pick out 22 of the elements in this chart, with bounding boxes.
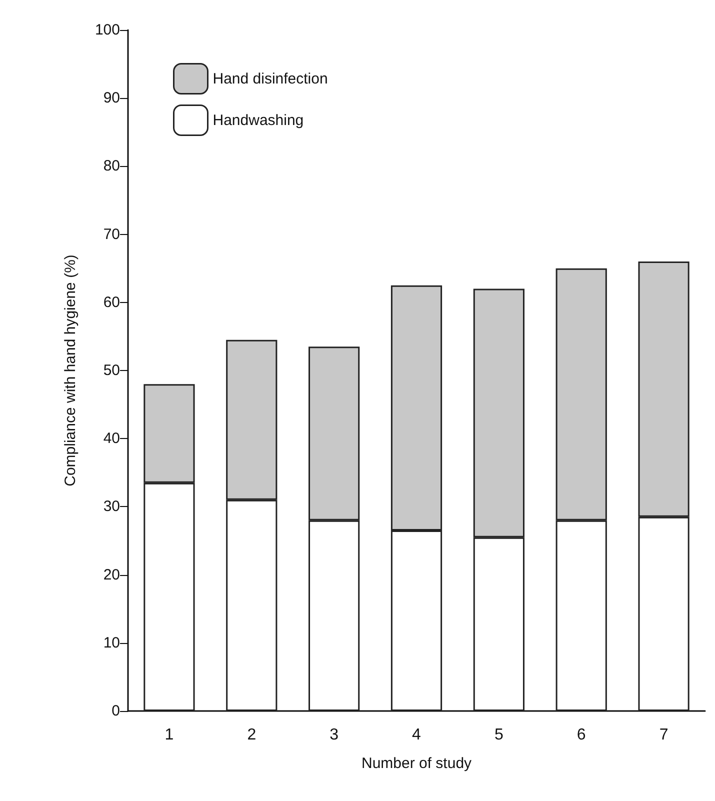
y-tick-label: 50 [103,362,120,379]
x-tick-label: 5 [494,726,504,744]
y-tick-label: 10 [103,634,120,652]
y-axis-title: Compliance with hand hygiene (%) [62,254,79,486]
y-tick-label: 30 [103,498,120,516]
y-tick-label: 100 [94,22,120,38]
legend-label: Hand disinfection [212,70,328,88]
y-tick-label: 0 [112,702,120,720]
y-tick-label: 20 [103,566,120,584]
x-axis-title: Number of study [361,755,472,772]
y-tick-label: 40 [103,430,120,448]
x-tick-label: 4 [412,726,422,744]
y-tick-label: 60 [103,294,120,311]
x-tick-label: 7 [659,726,668,744]
y-tick-label: 80 [103,158,120,175]
legend-label: Handwashing [212,112,304,129]
x-tick-label: 1 [164,726,174,744]
y-tick-label: 90 [103,90,120,107]
x-tick-label: 2 [247,726,256,744]
y-tick-label: 70 [103,226,120,243]
x-tick-label: 3 [330,726,339,744]
x-tick-label: 6 [576,726,586,744]
